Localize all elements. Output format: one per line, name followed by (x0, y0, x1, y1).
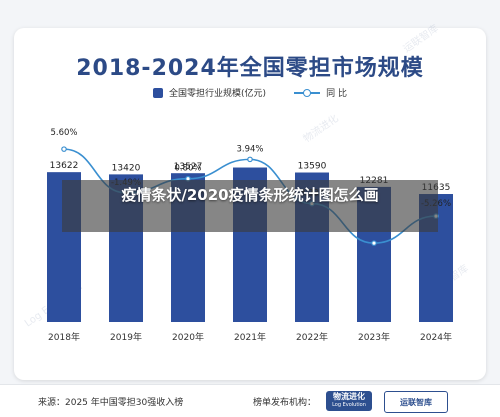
category-label-4: 2022年 (296, 331, 328, 343)
line-label-0: 5.60% (50, 128, 77, 138)
bar-label-1: 13420 (112, 163, 141, 173)
line-point-5 (371, 240, 377, 246)
yunlian-logo: 运联智库 (384, 391, 448, 413)
overlay-title-text: 疫情条状/2020疫情条形统计图怎么画 (121, 186, 379, 204)
bar-label-4: 13590 (298, 162, 327, 172)
legend-item-bar: 全国零担行业规模(亿元) (153, 86, 266, 99)
category-label-1: 2019年 (110, 331, 142, 343)
legend-swatch-line (294, 88, 321, 97)
legend-label-bar: 全国零担行业规模(亿元) (169, 89, 267, 99)
category-label-2: 2020年 (172, 331, 204, 343)
title-overlay-band (62, 180, 438, 232)
logo1-text: 物流进化 (333, 392, 365, 401)
footer: 来源：2025 年中国零担30强收入榜 榜单发布机构： 物流进化 Log Evo… (0, 384, 500, 417)
line-point-3 (247, 156, 253, 163)
source-text: 来源：2025 年中国零担30强收入榜 (38, 398, 184, 408)
category-label-3: 2021年 (234, 331, 266, 343)
legend-swatch-bar (153, 87, 164, 98)
line-label-3: 3.94% (236, 144, 263, 154)
publisher-label: 榜单发布机构： (253, 398, 317, 408)
line-point-0 (61, 146, 67, 152)
log-evolution-logo: 物流进化 Log Evolution (326, 391, 372, 411)
line-label-2: 0.80% (174, 164, 201, 174)
logo1-subtext: Log Evolution (332, 402, 366, 408)
bar-label-0: 13622 (50, 161, 79, 171)
logo2-text: 运联智库 (400, 397, 432, 407)
chart-legend: 全国零担行业规模(亿元) 同 比 (0, 86, 500, 99)
chart-title: 2018-2024年全国零担市场规模 (76, 56, 424, 81)
category-label-6: 2024年 (420, 331, 452, 343)
category-label-0: 2018年 (48, 331, 80, 343)
legend-label-line: 同 比 (326, 89, 347, 99)
bar-label-2: 13527 (174, 162, 203, 172)
legend-item-line: 同 比 (294, 86, 347, 99)
category-label-5: 2023年 (358, 331, 390, 343)
